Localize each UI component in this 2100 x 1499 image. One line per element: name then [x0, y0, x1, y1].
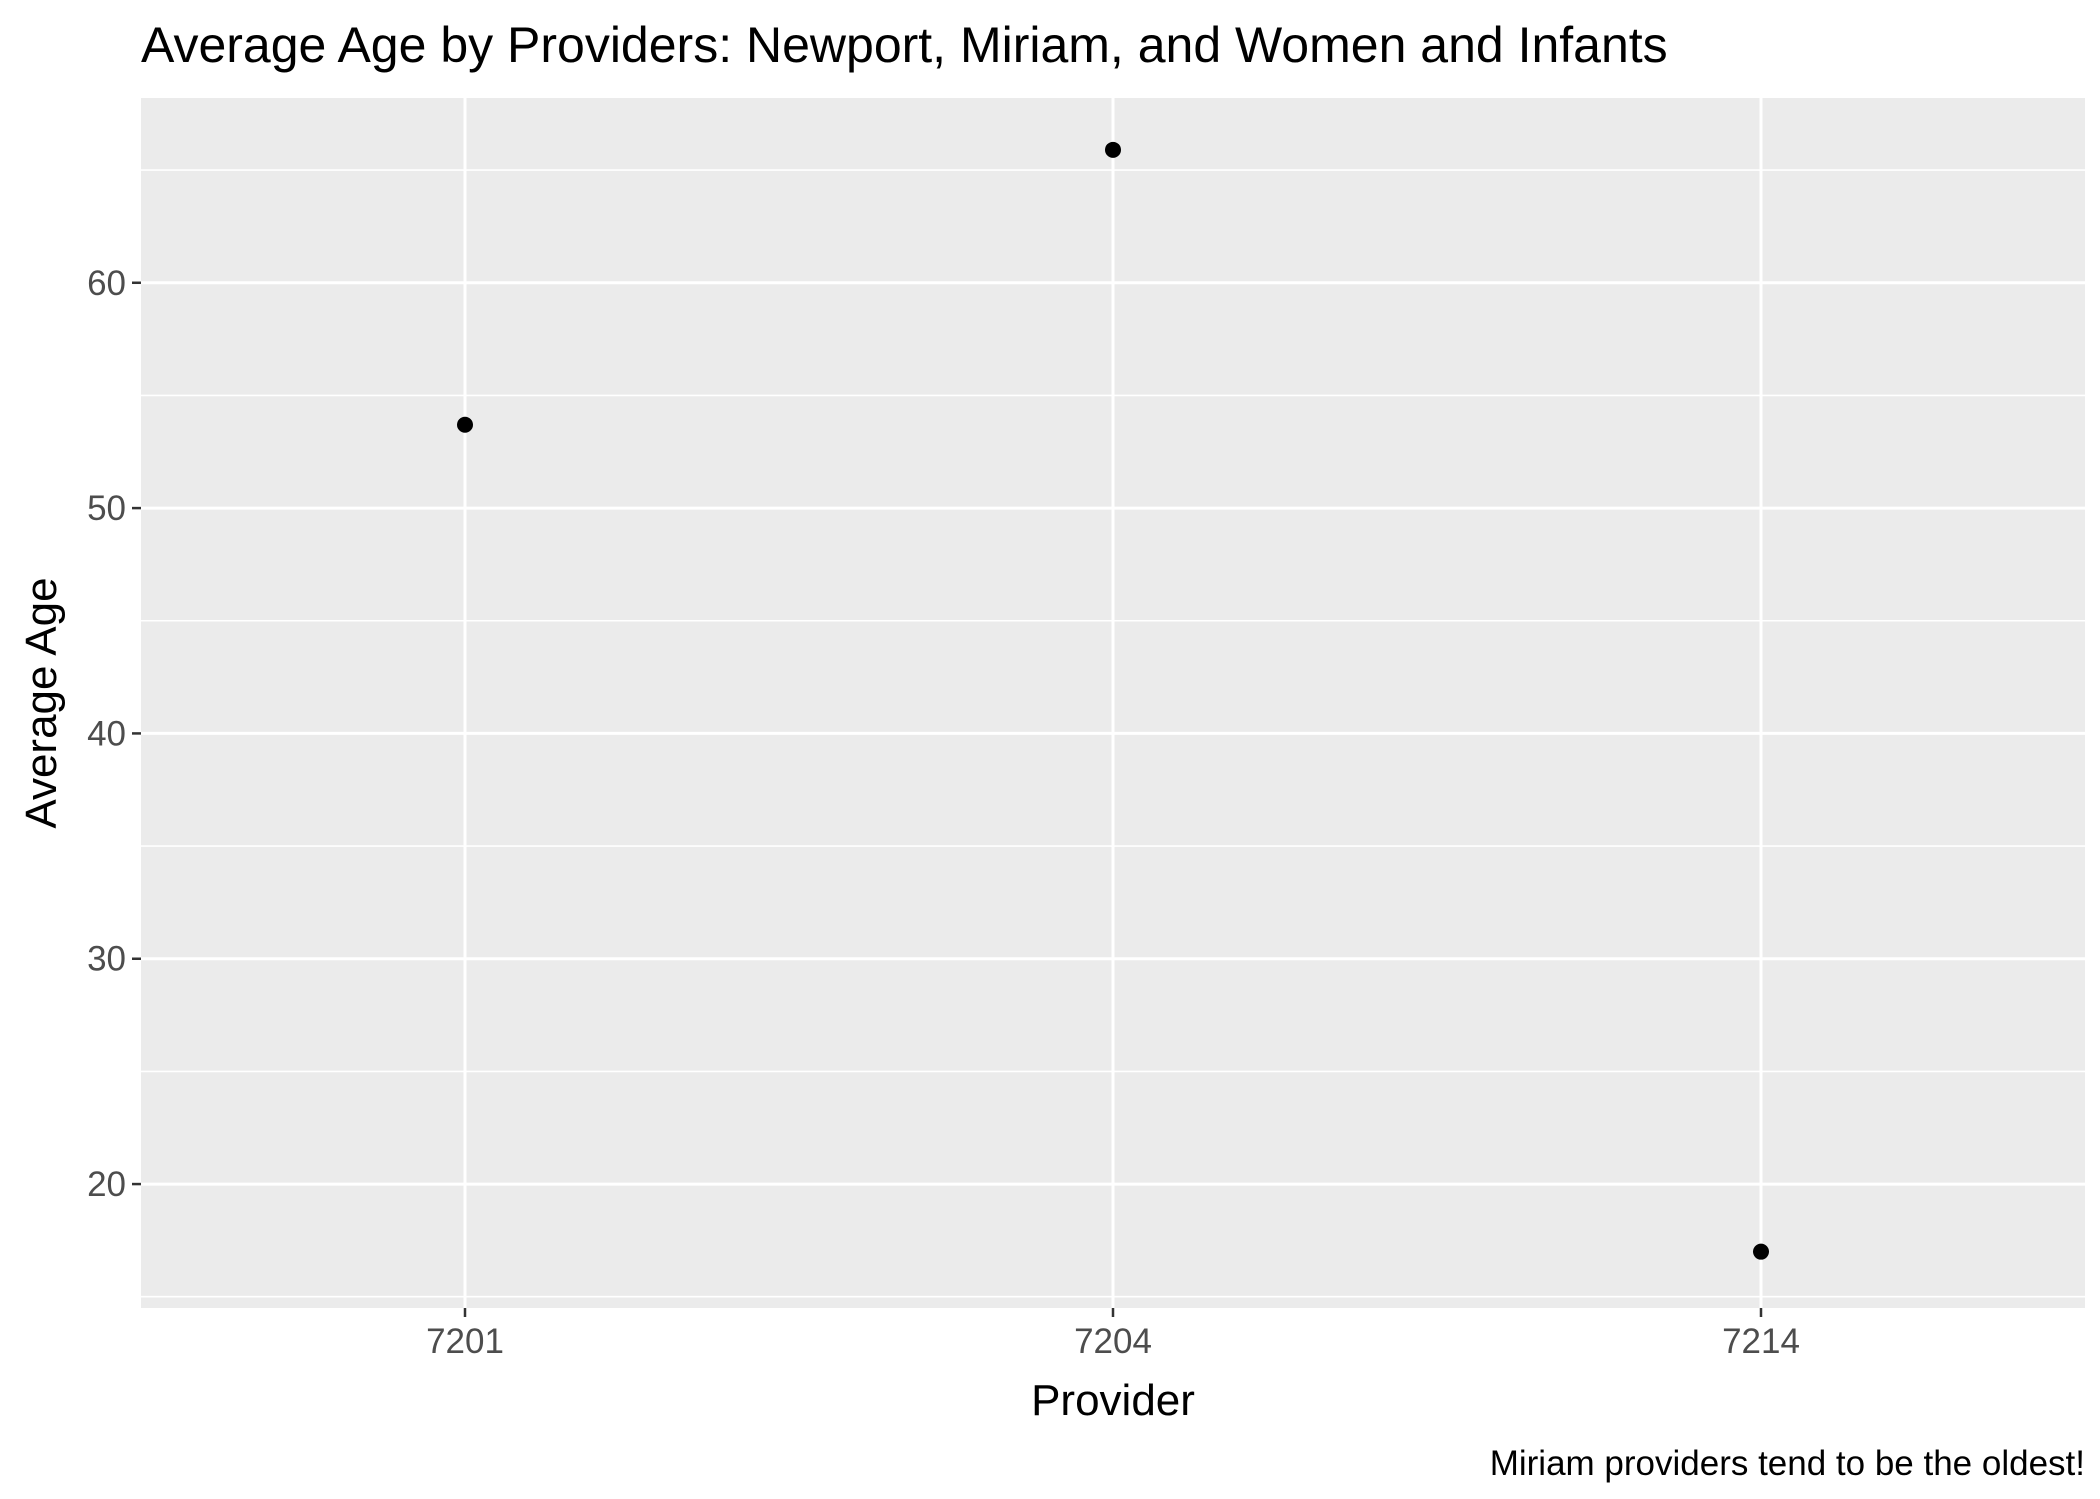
y-tick-label: 60 — [87, 264, 126, 303]
chart-title: Average Age by Providers: Newport, Miria… — [141, 17, 1668, 73]
x-tick-label: 7204 — [1074, 1322, 1152, 1361]
x-tick-label: 7214 — [1722, 1322, 1800, 1361]
caption: Miriam providers tend to be the oldest! — [1490, 1444, 2085, 1483]
data-point-7201 — [457, 416, 473, 433]
data-point-7204 — [1105, 141, 1121, 158]
y-tick-label: 50 — [87, 489, 126, 528]
y-axis-title: Average Age — [17, 577, 66, 828]
x-tick-label: 7201 — [426, 1322, 504, 1361]
y-tick-label: 20 — [87, 1165, 126, 1204]
data-point-7214 — [1753, 1243, 1769, 1260]
data-points — [457, 141, 1769, 1260]
y-tick-label: 30 — [87, 940, 126, 979]
axis-ticks: 20 30 40 50 60 7201 7204 7214 — [87, 264, 1800, 1361]
major-grid-lines — [141, 98, 2085, 1308]
x-axis-title: Provider — [1031, 1376, 1195, 1425]
y-tick-label: 40 — [87, 714, 126, 753]
